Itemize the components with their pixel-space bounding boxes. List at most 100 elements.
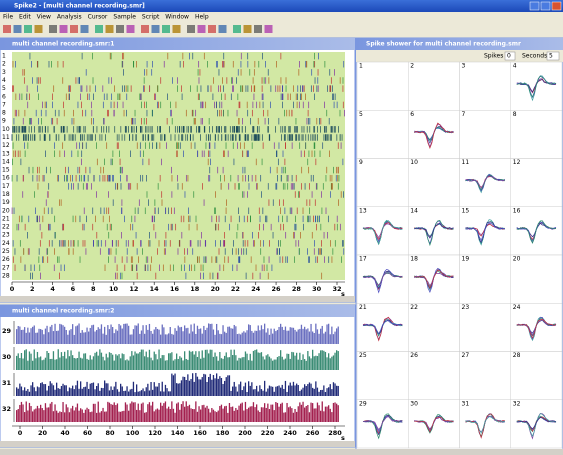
histogram-bar	[337, 385, 339, 396]
minimize-button[interactable]	[529, 1, 540, 11]
histogram-bar	[257, 352, 259, 370]
histogram-bar	[134, 402, 136, 422]
histogram-bar	[17, 325, 19, 344]
time-view-scrollbar[interactable]	[0, 296, 355, 302]
toolbar-button[interactable]	[208, 25, 216, 33]
spike-waveform	[414, 122, 454, 149]
histogram-bar	[180, 404, 183, 422]
seconds-field[interactable]	[546, 51, 560, 61]
histogram-bar	[104, 360, 106, 370]
histogram-bar	[185, 380, 187, 396]
menu-item[interactable]: Window	[165, 14, 189, 21]
toolbar-button[interactable]	[126, 25, 135, 33]
histogram-bar	[246, 330, 248, 344]
menu-item[interactable]: Help	[195, 14, 209, 21]
histogram-bar	[78, 410, 80, 422]
histogram-bar	[44, 384, 47, 396]
toolbar-button[interactable]	[59, 25, 68, 33]
menu-item[interactable]: Cursor	[88, 14, 108, 21]
histogram-bar	[222, 358, 224, 370]
histogram-bar	[174, 373, 176, 396]
histogram-bar	[297, 385, 299, 396]
histogram-bar	[43, 334, 45, 344]
histogram-bar	[273, 359, 275, 370]
histogram-bar	[265, 332, 267, 344]
menu-item[interactable]: Sample	[113, 14, 136, 21]
toolbar-button[interactable]	[13, 25, 22, 33]
cell-number: 29	[359, 400, 367, 407]
toolbar-button[interactable]	[141, 25, 149, 33]
toolbar-button[interactable]	[24, 25, 32, 33]
toolbar-button[interactable]	[243, 25, 252, 33]
histogram-bar	[100, 352, 103, 370]
histogram-bar	[208, 376, 210, 396]
histogram-bar	[204, 330, 207, 344]
menu-item[interactable]: File	[3, 14, 13, 21]
histogram-bar	[65, 358, 67, 370]
toolbar-button[interactable]	[95, 25, 103, 33]
histogram-bar	[171, 333, 173, 344]
histogram-bar	[251, 406, 253, 422]
histogram-bar	[334, 352, 336, 370]
status-bar	[0, 449, 563, 455]
histogram-bar	[270, 358, 272, 370]
histogram-bar	[286, 330, 288, 344]
histogram-bar	[291, 351, 293, 370]
toolbar-button[interactable]	[49, 25, 57, 33]
toolbar-button[interactable]	[105, 25, 114, 33]
toolbar-button[interactable]	[197, 25, 206, 33]
toolbar-button[interactable]	[70, 25, 78, 33]
histogram-bar	[107, 383, 109, 396]
toolbar-button[interactable]	[162, 25, 170, 33]
histogram-bar	[56, 330, 58, 344]
histogram-bar	[136, 325, 138, 344]
menu-item[interactable]: View	[37, 14, 51, 21]
toolbar-button[interactable]	[172, 25, 181, 33]
histogram-bar	[145, 412, 147, 422]
histogram-bar	[115, 405, 117, 422]
x-tick-label: 4	[50, 285, 55, 293]
spikes-field[interactable]	[504, 51, 516, 61]
menu-item[interactable]: Script	[142, 14, 160, 21]
histogram-bar	[32, 326, 34, 344]
maximize-button[interactable]	[540, 1, 551, 11]
spikes-value: 0	[507, 53, 511, 60]
toolbar-button[interactable]	[3, 25, 11, 33]
histogram-bar	[206, 405, 208, 422]
histogram-bar	[129, 389, 131, 396]
histogram-bar	[324, 406, 327, 422]
histogram-bar	[281, 402, 283, 422]
histogram-bar	[296, 331, 298, 344]
toolbar-button[interactable]	[218, 25, 227, 33]
histogram-bar	[308, 412, 311, 422]
histogram-scrollbar[interactable]	[0, 441, 355, 447]
histogram-bar	[140, 330, 143, 344]
histogram-bar	[62, 383, 64, 396]
toolbar-button[interactable]	[34, 25, 43, 33]
toolbar-button[interactable]	[264, 25, 273, 33]
histogram-bar	[270, 328, 272, 344]
histogram-bar	[272, 386, 274, 396]
toolbar-button[interactable]	[187, 25, 195, 33]
histogram-bar	[25, 349, 27, 370]
histogram-bar	[60, 386, 63, 396]
toolbar-button[interactable]	[254, 25, 262, 33]
close-button[interactable]	[551, 1, 562, 11]
toolbar-button[interactable]	[116, 25, 124, 33]
histogram-bar	[297, 329, 299, 344]
toolbar-button[interactable]	[151, 25, 160, 33]
histogram-bar	[336, 350, 338, 370]
histogram-bar	[315, 381, 317, 396]
histogram-bar	[136, 384, 138, 396]
menu-item[interactable]: Edit	[19, 14, 31, 21]
menu-item[interactable]: Analysis	[57, 14, 82, 21]
toolbar-button[interactable]	[80, 25, 89, 33]
histogram-window	[0, 304, 356, 448]
histogram-bar	[92, 382, 95, 396]
toolbar-button[interactable]	[233, 25, 241, 33]
histogram-bar	[284, 358, 287, 370]
histogram-bar	[337, 405, 339, 422]
histogram-bar	[124, 402, 127, 422]
histogram-bar	[88, 409, 90, 422]
histogram-bar	[65, 385, 67, 396]
